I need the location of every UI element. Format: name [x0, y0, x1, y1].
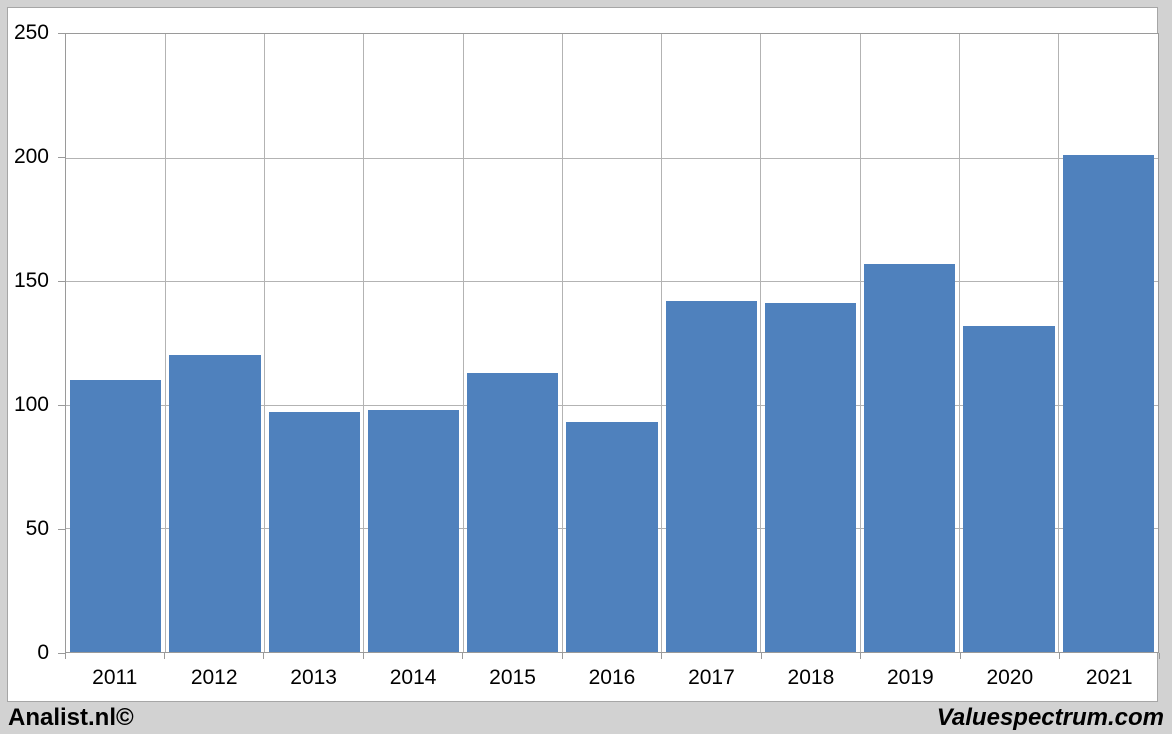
bar-2017: [665, 300, 757, 652]
bar-2020: [963, 325, 1055, 652]
x-tick-mark-1: [163, 653, 165, 659]
x-axis-label-2015: 2015: [489, 666, 536, 689]
gridline-x-1: [164, 34, 166, 652]
bar-2021: [1062, 155, 1154, 652]
bar-2019: [864, 263, 956, 652]
bar-2011: [70, 380, 162, 652]
x-axis-label-2012: 2012: [190, 666, 238, 689]
x-axis-label-2020: 2020: [986, 666, 1034, 689]
x-axis-label-2016: 2016: [588, 666, 636, 689]
y-tick-mark-150: [58, 280, 65, 282]
gridline-y-200: [66, 157, 1158, 159]
y-tick-mark-0: [58, 652, 65, 654]
plot-area: [65, 33, 1159, 653]
gridline-x-2: [264, 34, 266, 652]
bar-2014: [367, 409, 460, 652]
y-axis-label-250: 250: [13, 21, 49, 44]
x-tick-mark-8: [860, 653, 862, 659]
x-axis-label-2011: 2011: [92, 666, 138, 689]
gridline-x-6: [661, 34, 663, 652]
chart-panel: 0 50 100 150 200 250 2011 2012 2013 2014 2015 2016…: [7, 7, 1160, 702]
y-tick-mark-250: [58, 32, 65, 34]
gridline-x-10: [1058, 34, 1060, 652]
y-axis: 0 50 100 150 200 250: [8, 22, 65, 664]
x-axis-label-2013: 2013: [290, 666, 337, 689]
valuespectrum-brand-text: Valuespectrum.com: [936, 704, 1164, 731]
x-axis-label-2021: 2021: [1085, 666, 1133, 689]
gridline-y-100: [66, 404, 1158, 406]
y-tick-mark-100: [58, 404, 65, 406]
y-tick-mark-200: [58, 156, 65, 158]
bar-2018: [764, 303, 857, 652]
x-tick-mark-2: [263, 653, 265, 659]
gridline-x-8: [859, 34, 861, 652]
analist-brand-text: Analist.nl©: [8, 704, 134, 731]
x-tick-mark-4: [462, 653, 464, 659]
y-axis-label-100: 100: [13, 393, 49, 416]
x-axis-label-2017: 2017: [688, 666, 735, 689]
x-tick-mark-10: [1059, 653, 1061, 659]
gridline-x-7: [760, 34, 762, 652]
gridline-x-3: [363, 34, 365, 652]
x-tick-mark-11: [1158, 653, 1160, 659]
gridline-x-4: [462, 34, 464, 652]
x-tick-mark-7: [760, 653, 762, 659]
bar-2016: [566, 422, 658, 652]
y-axis-label-150: 150: [13, 269, 49, 292]
y-tick-mark-50: [58, 528, 65, 530]
y-axis-label-50: 50: [25, 517, 49, 540]
x-tick-mark-5: [561, 653, 563, 659]
gridline-x-9: [958, 34, 960, 652]
y-axis-label-0: 0: [37, 641, 49, 664]
x-tick-mark-3: [362, 653, 364, 659]
x-axis-label-2018: 2018: [787, 666, 835, 689]
x-tick-mark-6: [661, 653, 663, 659]
gridline-y-150: [66, 281, 1158, 283]
x-axis-label-2014: 2014: [389, 666, 437, 689]
x-tick-mark-0: [64, 653, 66, 659]
bar-2013: [268, 412, 360, 652]
bar-2012: [169, 355, 261, 652]
footer: Analist.nl© Valuespectrum.com: [0, 703, 1172, 734]
bar-2015: [467, 372, 559, 652]
x-axis: 2011 2012 2013 2014 2015 2016 2017 2018 2019 2020…: [64, 653, 1160, 699]
gridline-x-5: [561, 34, 563, 652]
x-tick-mark-9: [959, 653, 961, 659]
x-axis-label-2019: 2019: [886, 666, 934, 689]
y-axis-label-200: 200: [13, 145, 49, 168]
